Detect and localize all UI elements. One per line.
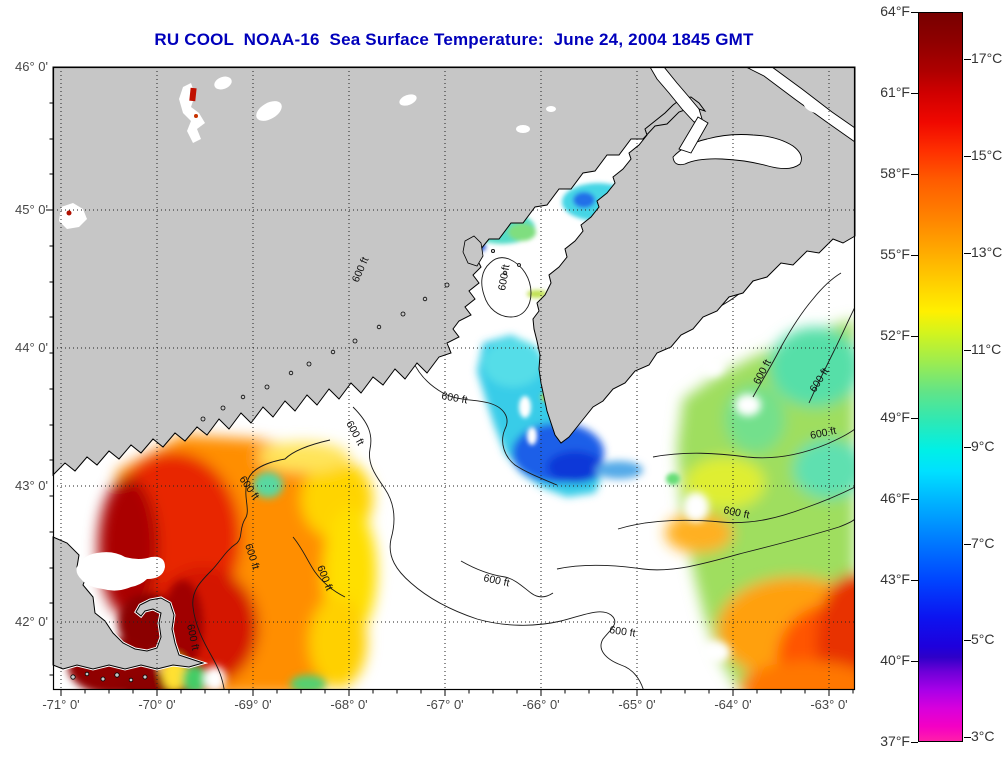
minas-basin — [672, 134, 802, 169]
water-inlets — [649, 66, 856, 169]
colorbar-fahrenheit-tick — [911, 93, 918, 95]
y-tick-label: 44° 0' — [15, 340, 48, 355]
colorbar-celsius-tick — [964, 59, 971, 60]
x-tick-label: -70° 0' — [138, 697, 176, 712]
colorbar-fahrenheit-label: 46°F — [880, 489, 910, 506]
colorbar-celsius-label: 7°C — [971, 534, 995, 551]
colorbar-celsius-label: 17°C — [971, 50, 1003, 66]
figure-title: RU COOL NOAA-16 Sea Surface Temperature:… — [154, 30, 754, 49]
lakes — [59, 76, 823, 325]
colorbar-fahrenheit-tick — [911, 660, 918, 662]
x-tick-label: -66° 0' — [522, 697, 560, 712]
land-layer — [51, 66, 856, 683]
colorbar-celsius-tick — [964, 349, 971, 351]
colorbar-fahrenheit-tick — [911, 741, 918, 743]
colorbar-celsius-tick — [964, 543, 971, 545]
colorbar-fahrenheit-label: 37°F — [880, 732, 910, 749]
colorbar-celsius-tick — [964, 737, 971, 739]
colorbar-fahrenheit-tick — [911, 498, 918, 500]
colorbar-gradient — [918, 12, 963, 742]
colorbar-fahrenheit-label: 61°F — [880, 84, 910, 101]
colorbar-fahrenheit-tick — [911, 12, 918, 13]
colorbar-fahrenheit-label: 43°F — [880, 570, 910, 587]
colorbar-celsius-label: 5°C — [971, 631, 995, 648]
map-border — [52, 66, 856, 691]
bathymetry-contour-layer — [192, 257, 855, 690]
y-tick-label: 43° 0' — [15, 478, 48, 493]
colorbar-celsius-label: 9°C — [971, 437, 995, 454]
lake-hot-specks — [66, 87, 198, 216]
colorbar-celsius-label: 15°C — [971, 146, 1003, 163]
x-tick-label: -68° 0' — [330, 697, 368, 712]
y-tick-label: 46° 0' — [15, 59, 48, 74]
colorbar-celsius-tick — [964, 446, 971, 448]
contour-depth-label: 600 ft — [722, 504, 750, 521]
contour-depth-label: 600 ft — [496, 263, 512, 291]
x-tick-label: -65° 0' — [618, 697, 656, 712]
contour-depth-label: 600 ft — [609, 624, 637, 640]
map-panel: 600 ft 600 ft 600 ft 600 ft 600 ft 600 ft 600 … — [46, 66, 856, 696]
grand-manan-island — [462, 235, 484, 267]
x-tick-label: -69° 0' — [234, 697, 272, 712]
x-tick-label: -71° 0' — [42, 697, 80, 712]
colorbar-celsius-tick — [964, 155, 971, 157]
graticule-layer — [53, 67, 855, 690]
contour-depth-label: 600 ft — [184, 623, 201, 651]
colorbar-fahrenheit-tick — [911, 336, 918, 338]
colorbar-celsius-label: 3°C — [971, 728, 995, 745]
x-tick-label: -63° 0' — [810, 697, 848, 712]
axis-tick-layer — [46, 102, 854, 696]
colorbar-fahrenheit-label: 64°F — [880, 3, 910, 19]
cloud-patch — [76, 552, 165, 591]
islands — [70, 235, 521, 683]
x-tick-label: -67° 0' — [426, 697, 464, 712]
colorbar-celsius-label: 13°C — [971, 243, 1003, 260]
colorbar-fahrenheit-label: 49°F — [880, 408, 910, 425]
y-tick-label: 42° 0' — [15, 614, 48, 629]
colorbar-fahrenheit-label: 55°F — [880, 246, 910, 263]
minas-channel — [678, 116, 709, 154]
colorbar-fahrenheit-tick — [911, 417, 918, 419]
colorbar-fahrenheit-label: 58°F — [880, 165, 910, 182]
contour-depth-label: 600 ft — [440, 390, 468, 406]
contour-depth-label: 600 ft — [809, 425, 837, 442]
colorbar-celsius-label: 11°C — [971, 340, 1002, 357]
colorbar-fahrenheit-tick — [911, 174, 918, 176]
colorbar-celsius-tick — [964, 252, 971, 254]
colorbar-fahrenheit-label: 52°F — [880, 327, 910, 344]
y-tick-label: 45° 0' — [15, 202, 48, 217]
contour-depth-label: 600 ft — [482, 572, 510, 589]
sst-map: 600 ft 600 ft 600 ft 600 ft 600 ft 600 ft 600 … — [46, 66, 856, 696]
colorbar-fahrenheit-label: 40°F — [880, 651, 910, 668]
colorbar-fahrenheit-tick — [911, 579, 918, 581]
colorbar-fahrenheit-tick — [911, 255, 918, 257]
x-tick-label: -64° 0' — [714, 697, 752, 712]
colorbar-celsius-tick — [964, 640, 971, 642]
